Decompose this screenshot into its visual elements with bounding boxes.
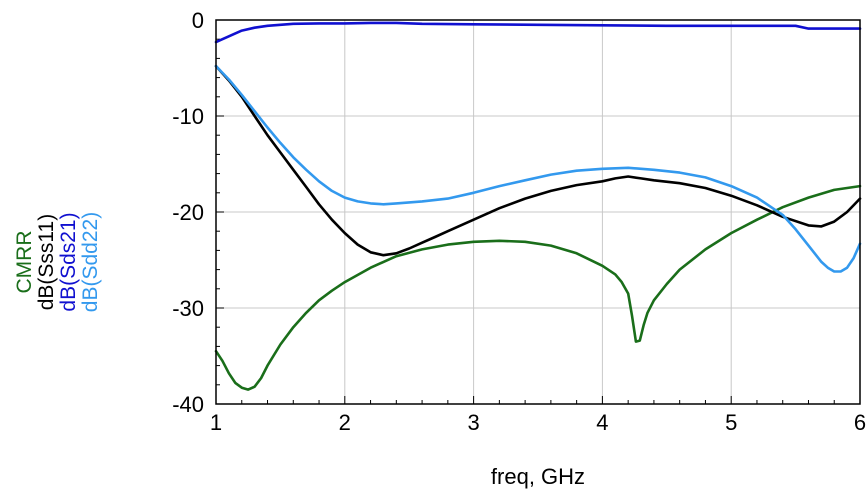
x-tick-label: 6 — [854, 410, 866, 435]
series-layer — [214, 21, 862, 391]
y-axis-labels: CMRR dB(Sss11) dB(Sds21) dB(Sdd22) — [13, 212, 102, 312]
x-tick-label: 3 — [467, 410, 479, 435]
x-axis-label: freq, GHz — [491, 464, 585, 489]
y-tick-label: -10 — [172, 104, 204, 129]
x-tick-label: 5 — [725, 410, 737, 435]
x-tick-label: 1 — [210, 410, 222, 435]
series-line-4 — [214, 64, 862, 273]
y-axis-label-4: dB(Sdd22) — [79, 212, 102, 312]
y-tick-label: -30 — [172, 296, 204, 321]
y-axis-label-1: CMRR — [13, 231, 36, 294]
y-tick-label: -20 — [172, 200, 204, 225]
x-tick-label: 2 — [339, 410, 351, 435]
y-tick-label: -40 — [172, 392, 204, 417]
series-line-3 — [214, 21, 862, 44]
x-tick-label: 4 — [596, 410, 608, 435]
y-axis-label-3: dB(Sds21) — [57, 212, 80, 311]
plot-frame — [215, 19, 861, 405]
y-tick-labels: 0 -10 -20 -30 -40 — [172, 8, 204, 417]
series-line-2 — [214, 64, 862, 257]
grid-layer — [215, 19, 861, 405]
y-axis-label-2: dB(Sss11) — [35, 214, 58, 310]
series-line-1 — [214, 184, 862, 391]
y-tick-label: 0 — [192, 8, 204, 33]
x-tick-labels: 1 2 3 4 5 6 — [210, 410, 866, 435]
